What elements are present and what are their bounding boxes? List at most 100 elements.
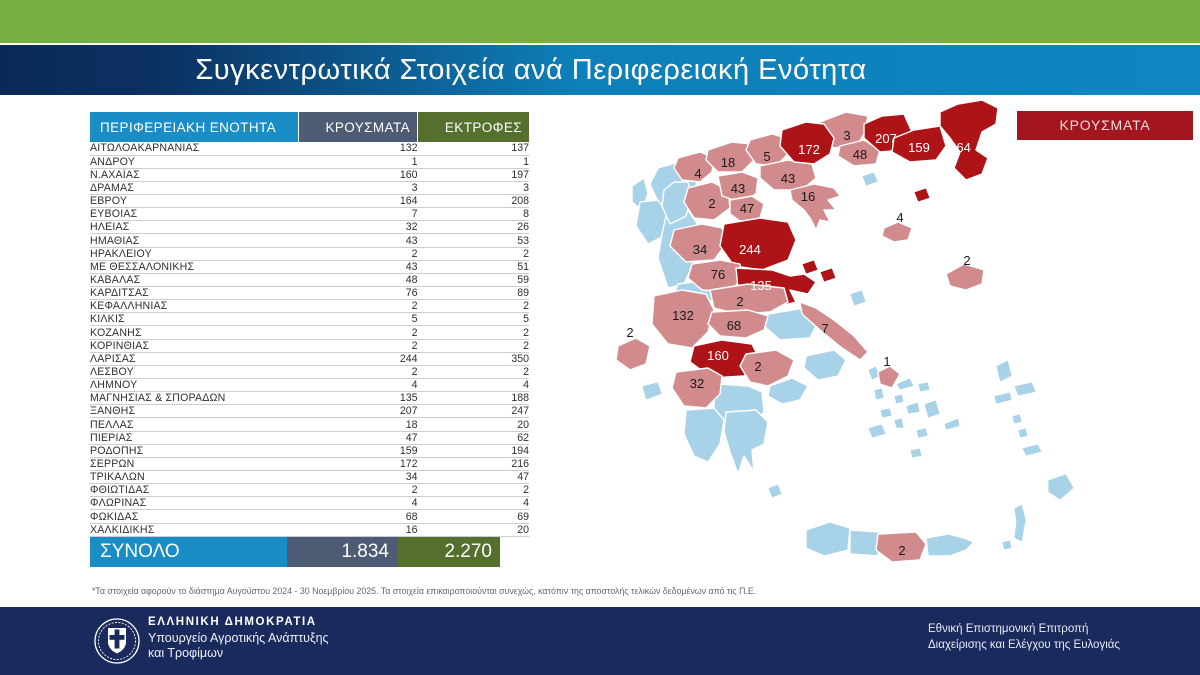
region-name-cell: ΚΑΒΑΛΑΣ xyxy=(90,273,299,288)
region-name-cell: ΗΡΑΚΛΕΙΟΥ xyxy=(90,247,299,261)
cases-cell: 43 xyxy=(298,260,418,274)
top-green-bar xyxy=(0,0,1200,43)
map-value-imathias: 43 xyxy=(731,181,745,196)
region-evias xyxy=(799,301,869,361)
committee-line2: Διαχείρισης και Ελέγχου της Ευλογιάς xyxy=(928,639,1120,651)
footnote: *Τα στοιχεία αφορούν το διάστημα Αυγούστ… xyxy=(92,585,757,596)
committee-block: Εθνική Επιστημονική Επιτροπή Διαχείρισης… xyxy=(928,621,1120,653)
region-kilkis xyxy=(745,133,789,167)
region-kefallinias xyxy=(615,337,651,371)
farms-cell: 188 xyxy=(417,391,529,406)
map-value-florinas: 4 xyxy=(694,166,701,181)
map-value-larisas: 244 xyxy=(739,242,761,257)
total-cases-value: 1.834 xyxy=(287,536,397,567)
region-samos xyxy=(1013,381,1037,397)
map-value-lesvou: 2 xyxy=(963,253,970,268)
region-mykonos xyxy=(917,381,931,393)
cases-cell: 16 xyxy=(298,523,418,537)
map-value-pierias: 47 xyxy=(740,201,754,216)
hellenic-republic-label: ΕΛΛΗΝΙΚΗ ΔΗΜΟΚΡΑΤΙΑ xyxy=(148,616,317,628)
region-limnou xyxy=(881,221,913,243)
table-row: ΚΙΛΚΙΣ 5 5 xyxy=(90,312,529,327)
region-kos xyxy=(1021,443,1043,457)
table-row: ΑΝΔΡΟΥ 1 1 xyxy=(90,155,529,169)
map-value-androu: 1 xyxy=(883,354,890,369)
table-row: ΡΟΔΟΠΗΣ 159 194 xyxy=(90,444,529,458)
region-name-cell: Ν.ΑΧΑΪΑΣ xyxy=(90,168,299,182)
region-name-cell: ΗΜΑΘΙΑΣ xyxy=(90,233,299,248)
map-value-achaias: 160 xyxy=(707,348,729,363)
region-kythira xyxy=(767,483,783,499)
ministry-block: ΕΛΛΗΝΙΚΗ ΔΗΜΟΚΡΑΤΙΑ Υπουργείο Αγροτικής … xyxy=(148,616,329,661)
region-imathias xyxy=(717,171,759,203)
ministry-name-line1: Υπουργείο Αγροτικής Ανάπτυξης xyxy=(148,631,329,645)
farms-cell: 20 xyxy=(417,417,529,432)
region-name-cell: ΕΒΡΟΥ xyxy=(90,194,299,209)
cases-cell: 4 xyxy=(298,378,418,393)
map-value-fthiotidas: 2 xyxy=(736,294,743,309)
map-value-aitoloakarnanias: 132 xyxy=(672,308,694,323)
table-row: ΜΕ ΘΕΣΣΑΛΟΝΙΚΗΣ 43 51 xyxy=(90,260,529,274)
farms-cell: 2 xyxy=(417,483,529,498)
region-kalymnos xyxy=(1017,427,1029,439)
region-chios xyxy=(995,359,1013,383)
map-legend-label: ΚΡΟΥΣΜΑΤΑ xyxy=(1059,117,1151,133)
farms-cell: 350 xyxy=(417,352,529,366)
region-pellas xyxy=(705,141,755,173)
region-name-cell: ΛΗΜΝΟΥ xyxy=(90,378,299,393)
region-kythnos xyxy=(873,387,885,401)
cases-cell: 2 xyxy=(298,365,418,380)
table-row: ΗΜΑΘΙΑΣ 43 53 xyxy=(90,233,529,248)
table-row: ΤΡΙΚΑΛΩΝ 34 47 xyxy=(90,470,529,485)
map-value-thessalonikis: 43 xyxy=(781,171,795,186)
region-irakleiou xyxy=(875,531,927,563)
total-row: ΣΥΝΟΛΟ 1.834 2.270 xyxy=(90,536,500,567)
cases-cell: 18 xyxy=(298,417,418,432)
region-name-cell: ΚΙΛΚΙΣ xyxy=(90,312,299,327)
region-lesvou xyxy=(945,263,985,291)
footer-bar: ΕΛΛΗΝΙΚΗ ΔΗΜΟΚΡΑΤΙΑ Υπουργείο Αγροτικής … xyxy=(0,607,1200,675)
map-value-korinthias: 2 xyxy=(754,359,761,374)
cases-cell: 160 xyxy=(298,168,418,182)
region-lakonia xyxy=(723,409,769,475)
committee-line1: Εθνική Επιστημονική Επιτροπή xyxy=(928,623,1089,635)
farms-cell: 5 xyxy=(417,312,529,327)
region-amorgos xyxy=(943,417,961,431)
region-name-cell: ΦΘΙΩΤΙΔΑΣ xyxy=(90,483,299,498)
region-tinos xyxy=(895,377,915,391)
map-legend-badge: ΚΡΟΥΣΜΑΤΑ xyxy=(1017,111,1193,140)
region-serron xyxy=(779,121,835,165)
region-kavalas xyxy=(837,139,881,167)
farms-cell: 69 xyxy=(417,509,529,524)
region-sporades-1 xyxy=(801,259,819,275)
map-value-karditsas: 76 xyxy=(711,267,725,282)
table-row: ΛΑΡΙΣΑΣ 244 350 xyxy=(90,352,529,366)
region-name-cell: ΚΟΖΑΝΗΣ xyxy=(90,325,299,340)
farms-cell: 53 xyxy=(417,233,529,248)
table-row: Ν.ΑΧΑΪΑΣ 160 197 xyxy=(90,168,529,182)
ministry-name-line2: και Τροφίμων xyxy=(148,646,224,660)
map-value-ilias: 32 xyxy=(690,376,704,391)
cases-cell: 43 xyxy=(298,233,418,248)
region-santorini xyxy=(909,447,923,459)
region-messinia xyxy=(683,407,725,463)
title-band: Συγκεντρωτικά Στοιχεία ανά Περιφερειακή … xyxy=(0,45,1200,95)
table-row: ΜΑΓΝΗΣΙΑΣ & ΣΠΟΡΑΔΩΝ 135 188 xyxy=(90,391,529,406)
farms-cell: 8 xyxy=(417,207,529,222)
region-larisas xyxy=(719,217,797,271)
region-name-cell: ΜΕ ΘΕΣΣΑΛΟΝΙΚΗΣ xyxy=(90,260,299,274)
map-value-pellas: 18 xyxy=(721,155,735,170)
table-row: ΗΡΑΚΛΕΙΟΥ 2 2 xyxy=(90,247,529,261)
table-body: ΑΙΤΩΛΟΑΚΑΡΝΑΝΙΑΣ 132 137 ΑΝΔΡΟΥ 1 1 Ν.ΑΧΑΪΑΣ 16… xyxy=(90,142,529,537)
region-lasithi xyxy=(925,533,975,557)
region-ikaria xyxy=(993,391,1013,405)
cases-cell: 7 xyxy=(298,207,418,222)
total-label: ΣΥΝΟΛΟ xyxy=(90,536,287,567)
cases-cell: 76 xyxy=(298,286,418,301)
cases-cell: 207 xyxy=(298,404,418,419)
table-row: ΦΘΙΩΤΙΔΑΣ 2 2 xyxy=(90,483,529,498)
map-value-serron: 172 xyxy=(798,142,820,157)
farms-cell: 20 xyxy=(417,523,529,537)
total-farms-value: 2.270 xyxy=(397,536,500,567)
